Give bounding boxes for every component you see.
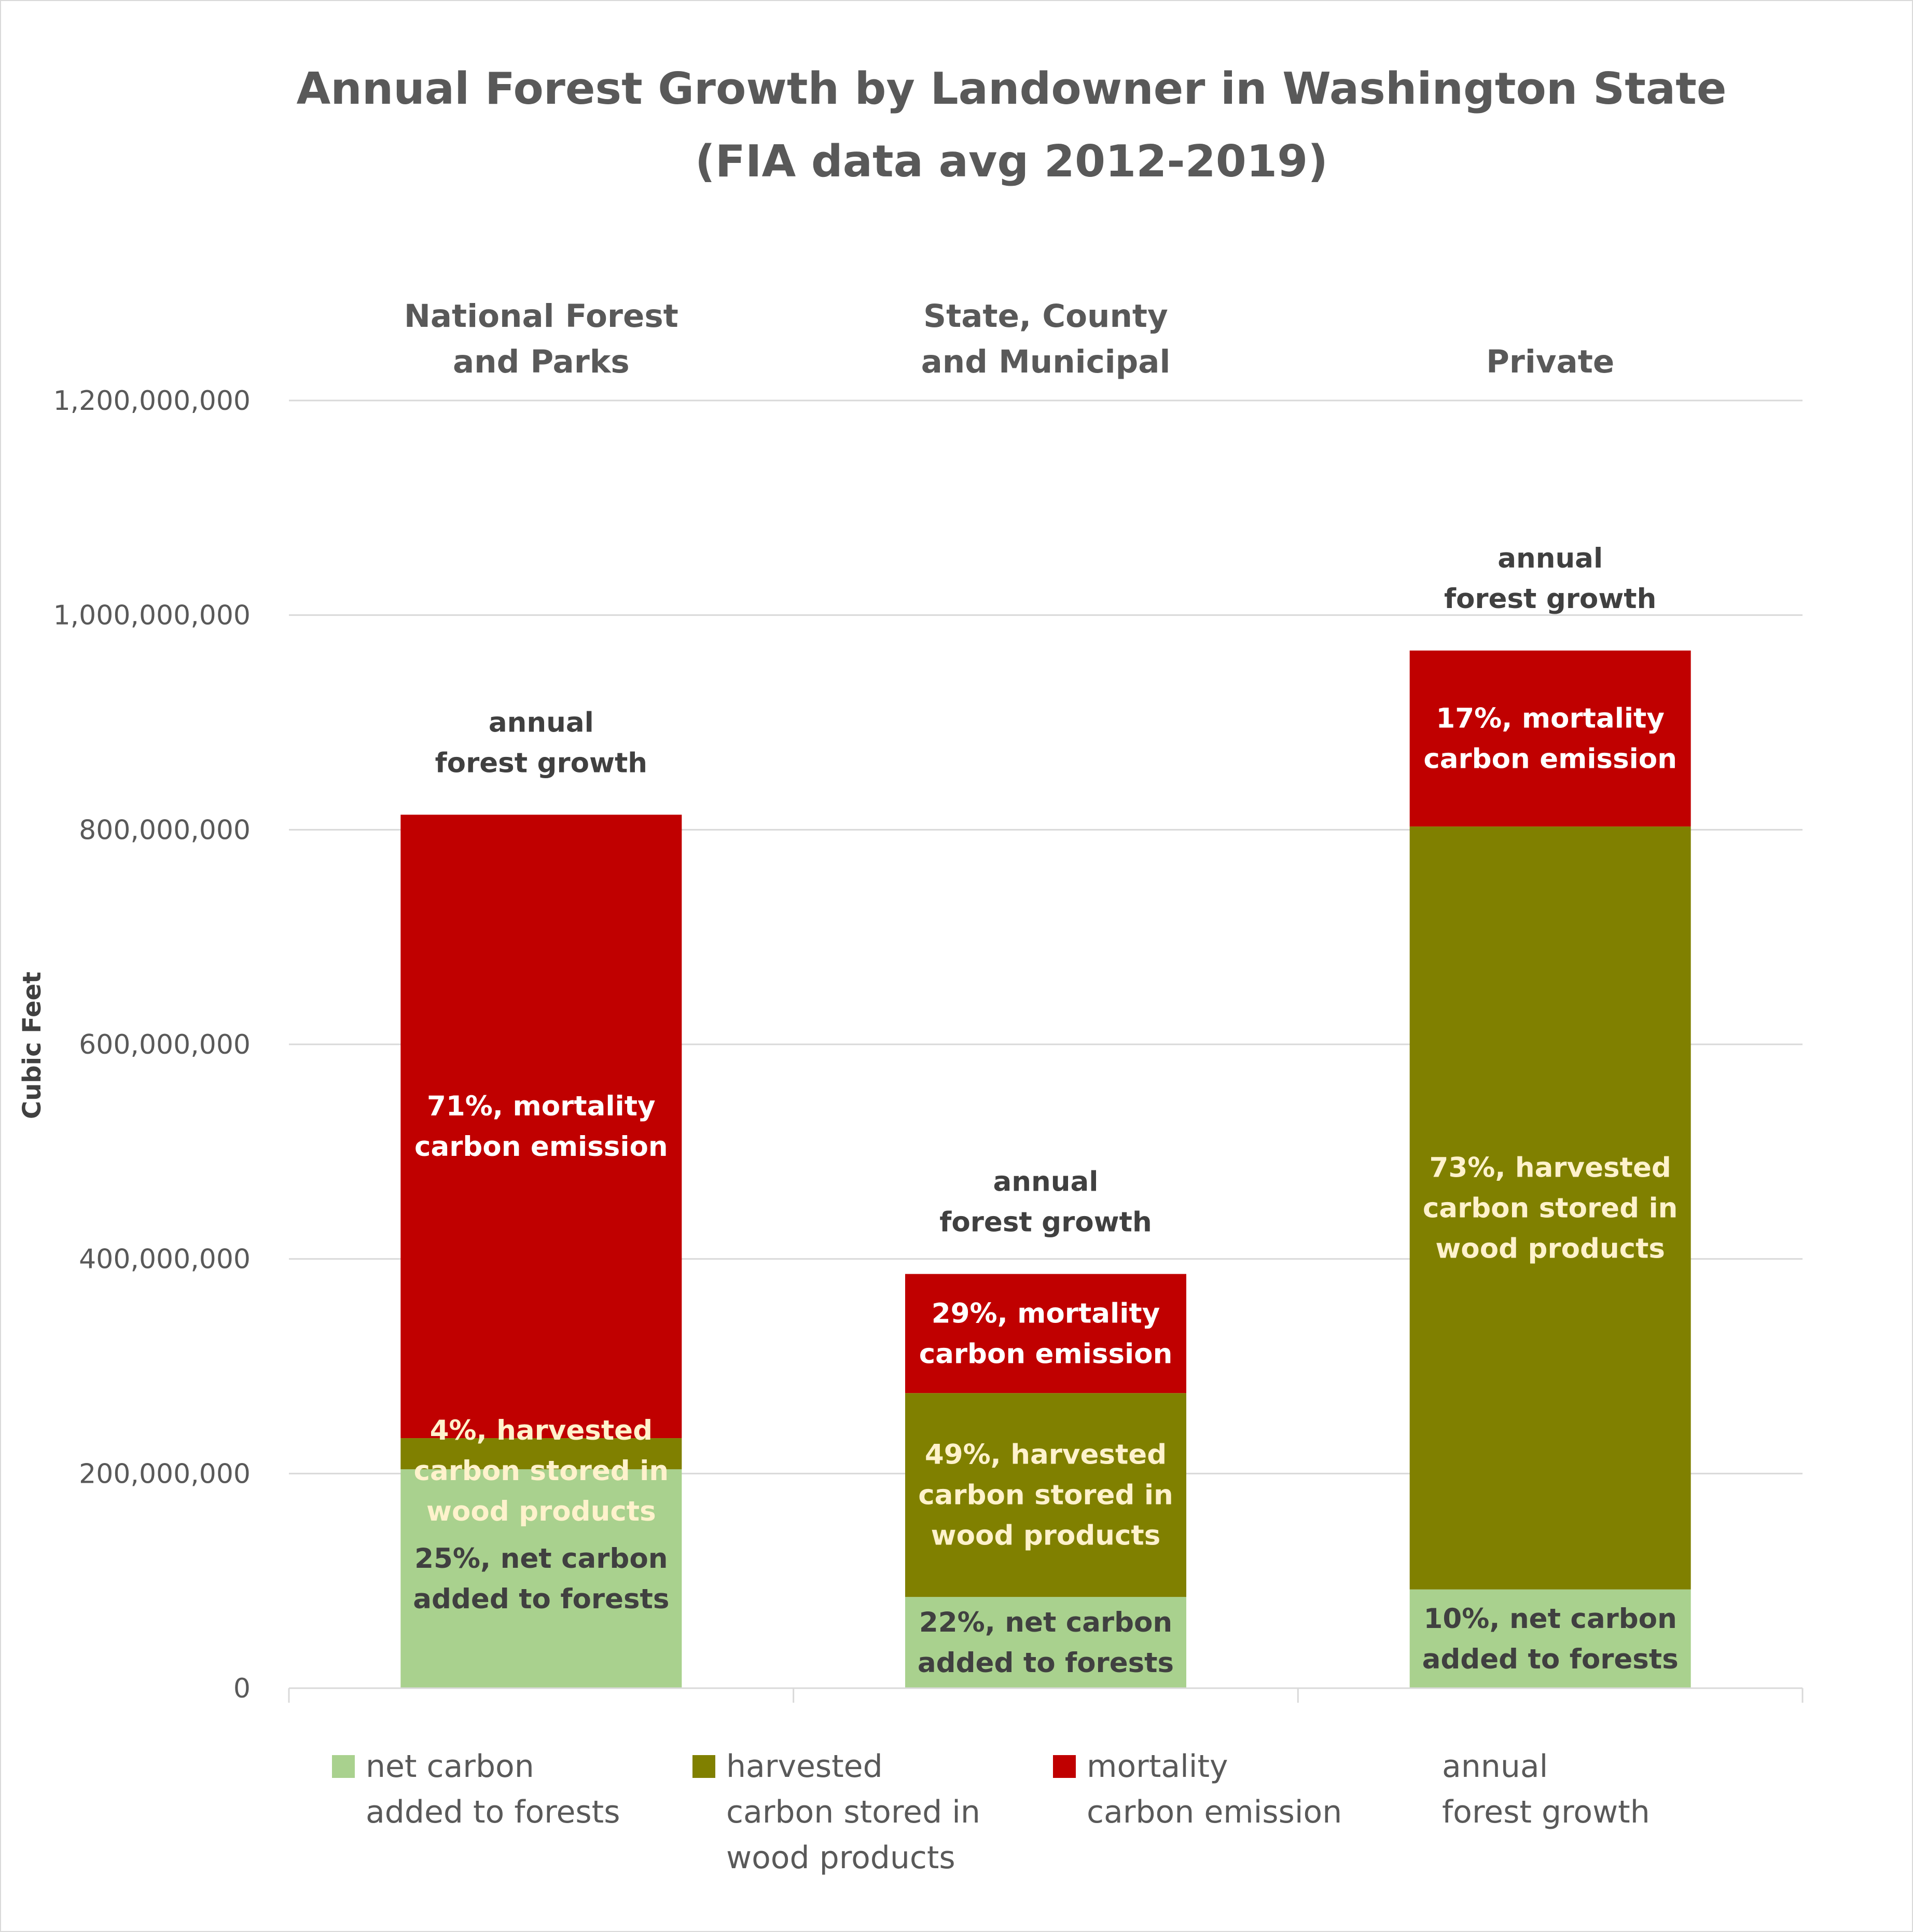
y-axis-ticks: 0 200,000,000 400,000,000 600,000,000 800,00… bbox=[53, 385, 251, 1704]
legend-swatch bbox=[1053, 1755, 1076, 1778]
bar-segment bbox=[400, 1438, 682, 1470]
segment-labels: 25%, net carbon added to forests 4%, harve… bbox=[413, 703, 1679, 1679]
x-axis bbox=[288, 1687, 1804, 1703]
legend-entry: mortality carbon emission bbox=[1087, 1748, 1342, 1830]
chart-title: Annual Forest Growth by Landowner in Was… bbox=[296, 63, 1726, 115]
bar-segment bbox=[1409, 1589, 1691, 1688]
legend-swatch bbox=[692, 1755, 715, 1778]
y-tick-label: 600,000,000 bbox=[79, 1029, 251, 1060]
category-label: National Forest and Parks bbox=[404, 298, 678, 380]
y-tick-label: 200,000,000 bbox=[79, 1458, 251, 1489]
bar-segment bbox=[905, 1597, 1186, 1688]
category-label: State, County and Municipal bbox=[921, 298, 1171, 380]
total-label: annual forest growth bbox=[1444, 543, 1656, 615]
bar-segment bbox=[1409, 826, 1691, 1590]
y-tick-label: 400,000,000 bbox=[79, 1244, 251, 1275]
y-tick-label: 1,200,000,000 bbox=[53, 385, 251, 417]
legend-entry: net carbon added to forests bbox=[366, 1748, 620, 1830]
chart-subtitle: (FIA data avg 2012-2019) bbox=[695, 136, 1328, 187]
legend: net carbon added to forests harvested carbo… bbox=[332, 1748, 1650, 1876]
legend-entry: harvested carbon stored in wood products bbox=[726, 1748, 980, 1876]
total-labels: annual forest growth annual forest growth an… bbox=[435, 543, 1657, 1238]
segment-label: 71%, mortality carbon emission bbox=[414, 1091, 668, 1163]
y-axis-label: Cubic Feet bbox=[18, 972, 47, 1119]
segment-label: 17%, mortality carbon emission bbox=[1423, 703, 1677, 775]
bar-segment bbox=[905, 1393, 1186, 1597]
legend-entry: annual forest growth bbox=[1442, 1748, 1650, 1830]
bar-segment bbox=[905, 1274, 1186, 1393]
y-tick-label: 800,000,000 bbox=[79, 815, 251, 846]
bars bbox=[400, 650, 1691, 1688]
segment-label: 4%, harvested carbon stored in wood produc… bbox=[414, 1415, 669, 1527]
bar-segment bbox=[1409, 650, 1691, 827]
segment-label: 10%, net carbon added to forests bbox=[1422, 1603, 1679, 1675]
segment-label: 49%, harvested carbon stored in wood produ… bbox=[918, 1439, 1173, 1552]
y-tick-label: 1,000,000,000 bbox=[53, 600, 251, 631]
category-label: Private bbox=[1486, 343, 1614, 380]
bar-segment bbox=[400, 815, 682, 1439]
total-label: annual forest growth bbox=[939, 1166, 1152, 1238]
category-labels: National Forest and Parks State, County and… bbox=[404, 298, 1614, 380]
legend-swatch bbox=[332, 1755, 355, 1778]
bar-segment bbox=[400, 1469, 682, 1688]
segment-label: 25%, net carbon added to forests bbox=[413, 1543, 669, 1615]
y-tick-label: 0 bbox=[233, 1673, 251, 1704]
segment-label: 22%, net carbon added to forests bbox=[918, 1607, 1174, 1679]
segment-label: 73%, harvested carbon stored in wood produ… bbox=[1423, 1152, 1678, 1264]
total-label: annual forest growth bbox=[435, 707, 647, 779]
segment-label: 29%, mortality carbon emission bbox=[919, 1298, 1173, 1370]
